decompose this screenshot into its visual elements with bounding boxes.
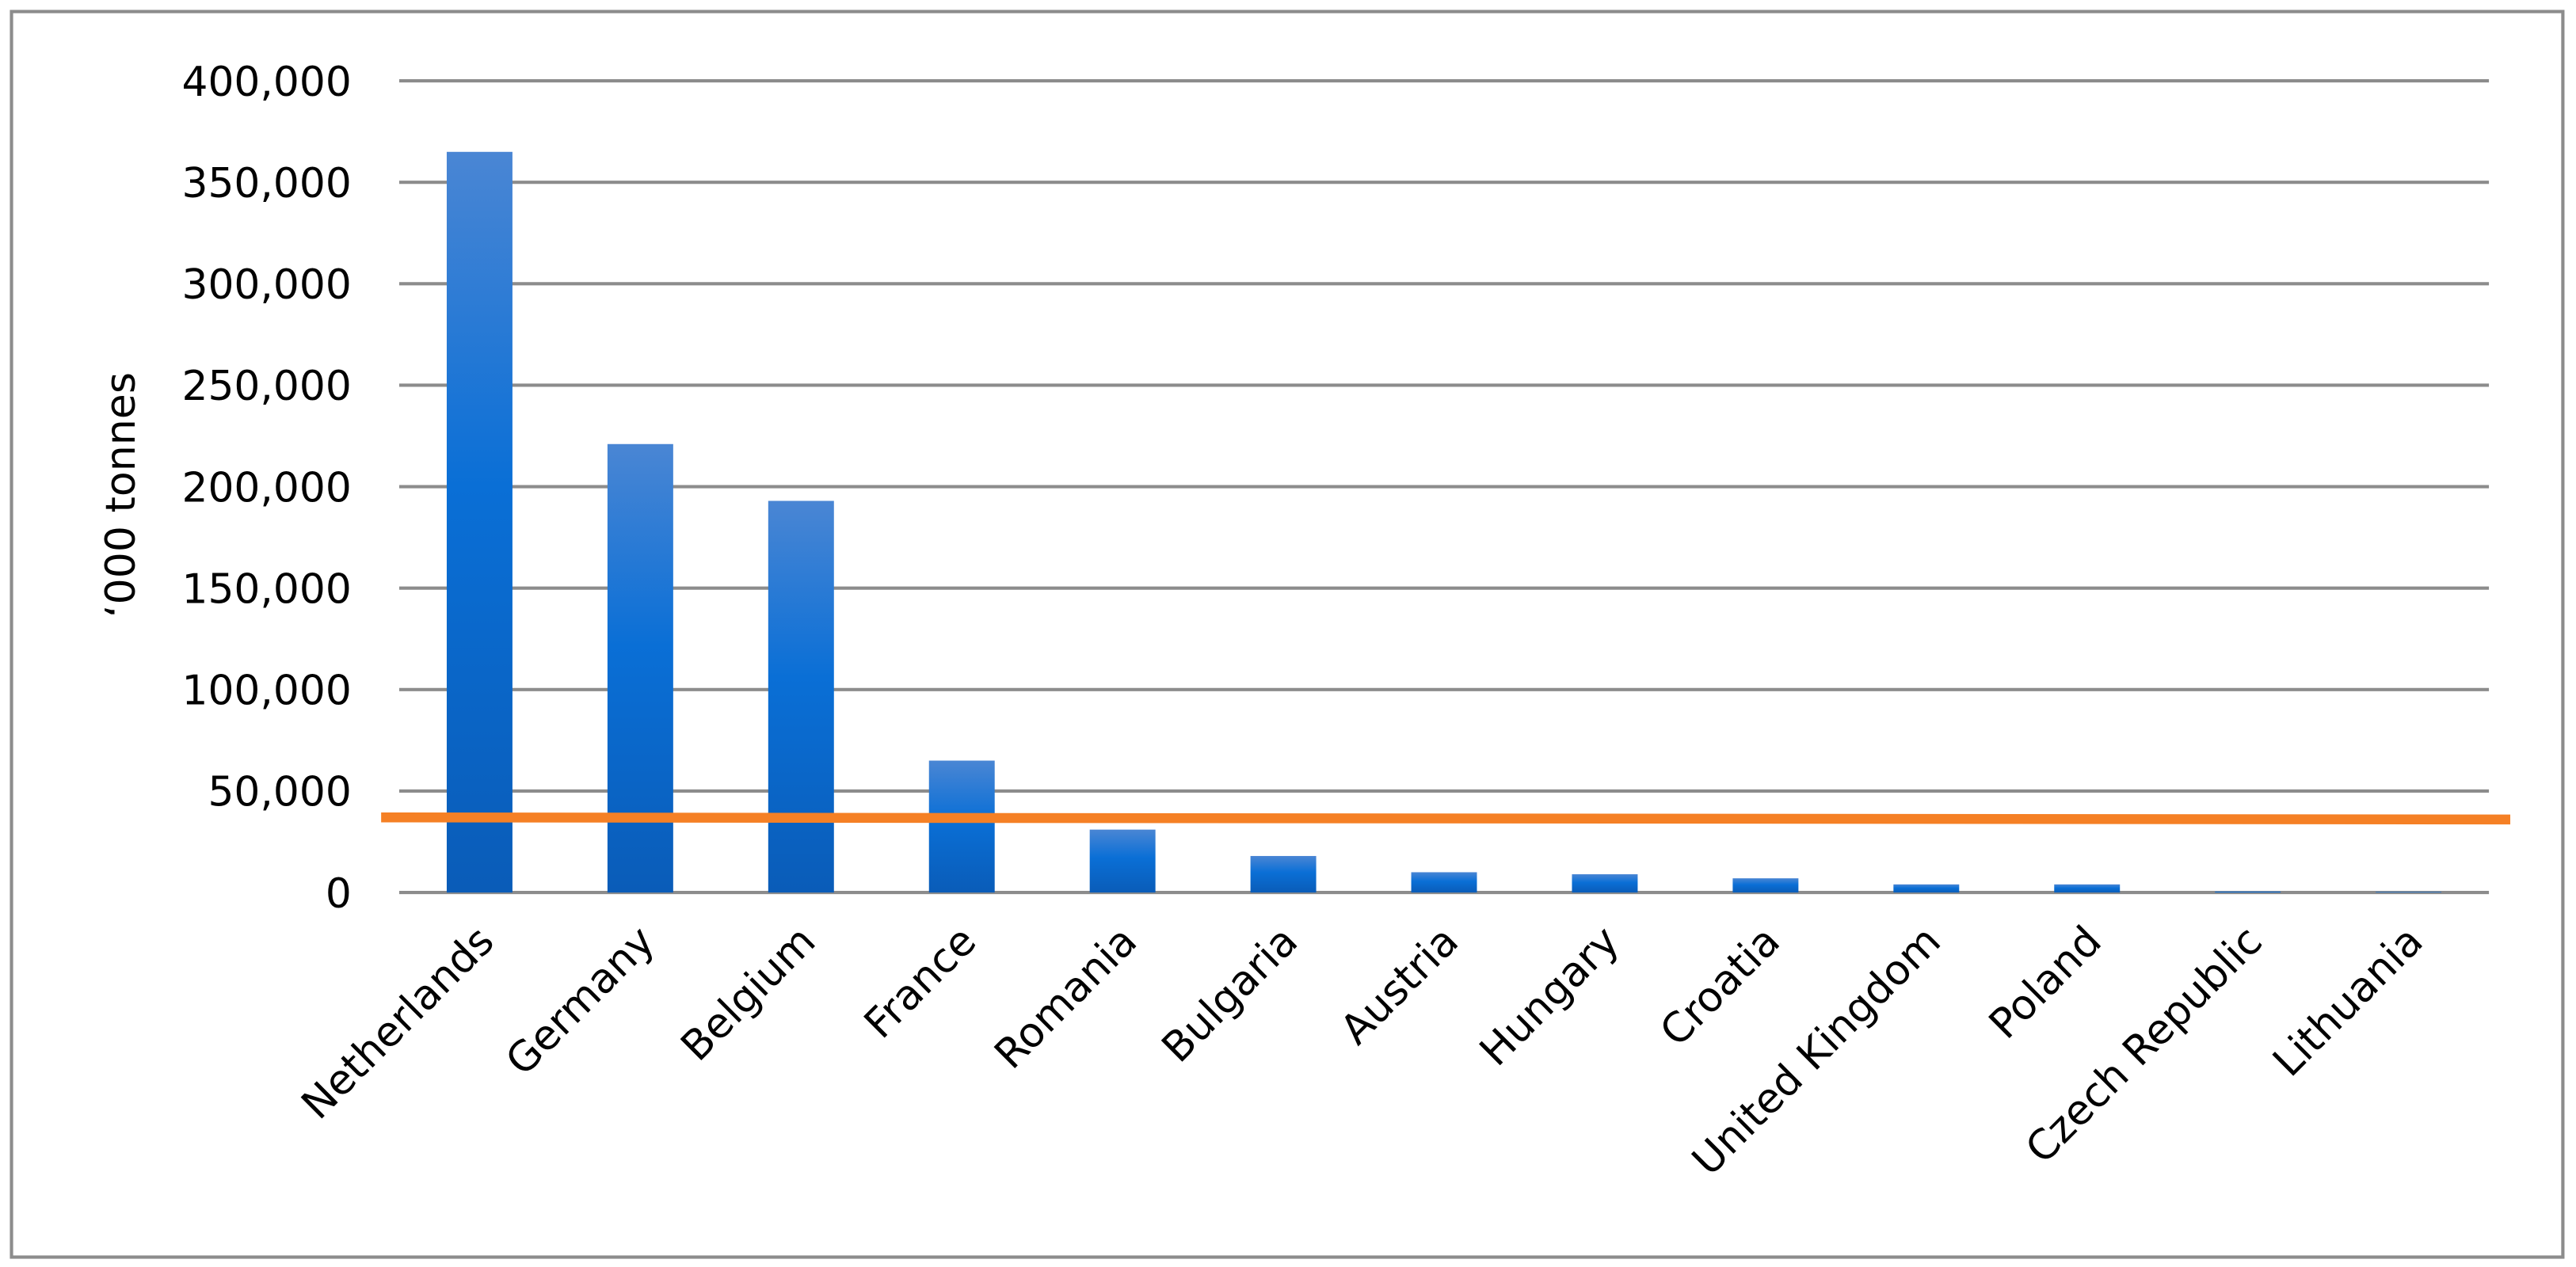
bar	[1732, 878, 1799, 893]
bar	[1572, 874, 1638, 893]
bar	[1089, 829, 1156, 893]
reference-line	[381, 812, 2511, 825]
bar	[2054, 884, 2121, 893]
bar	[768, 500, 834, 893]
y-tick-label: 350,000	[181, 160, 351, 207]
bar	[446, 151, 513, 893]
y-tick-label: 100,000	[181, 667, 351, 714]
y-tick-label: 0	[326, 870, 352, 918]
bar	[1250, 855, 1317, 893]
y-tick-label: 250,000	[181, 363, 351, 410]
y-tick-label: 50,000	[208, 769, 351, 816]
chart-border	[10, 10, 2565, 1259]
y-tick-label: 200,000	[181, 464, 351, 512]
bar	[1893, 884, 1960, 893]
y-tick-label: 150,000	[181, 565, 351, 613]
y-axis-label: ‘000 tonnes	[97, 372, 145, 618]
y-tick-label: 300,000	[181, 261, 351, 309]
y-tick-label: 400,000	[181, 59, 351, 106]
bar	[1411, 872, 1477, 893]
bar	[607, 443, 673, 893]
bar	[928, 760, 995, 893]
